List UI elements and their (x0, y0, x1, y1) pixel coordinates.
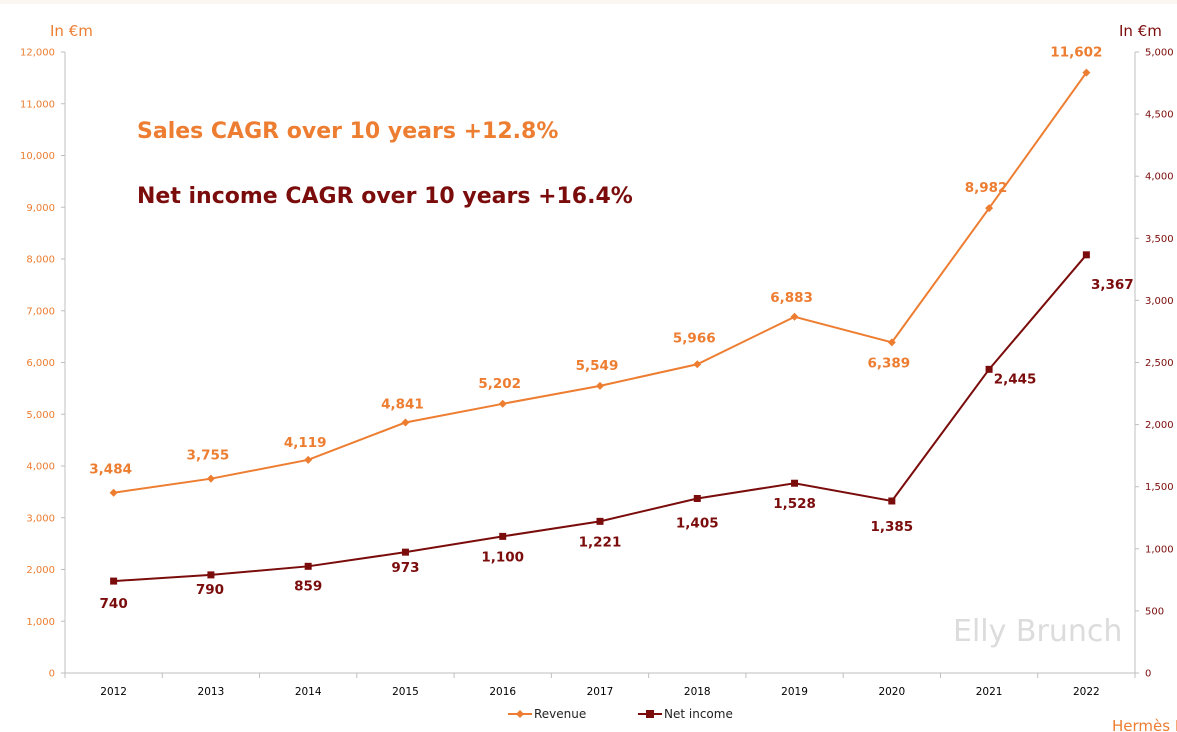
x-tick-label: 2012 (100, 686, 127, 698)
net-income-line (113, 254, 1088, 583)
right-tick-label: 4,000 (1145, 172, 1174, 183)
net-income-marker (304, 562, 312, 570)
watermark: Elly Brunch (953, 614, 1122, 649)
legend-net-income-marker (646, 710, 654, 718)
left-axis-unit: In €m (50, 22, 93, 40)
source-label: Hermès I (1112, 717, 1177, 732)
net-income-data-label: 859 (294, 578, 322, 594)
x-tick-label: 2019 (781, 686, 808, 698)
revenue-data-label: 11,602 (1050, 45, 1102, 61)
net-income-data-label: 1,528 (773, 496, 816, 512)
x-tick-label: 2021 (976, 686, 1003, 698)
net-income-marker (499, 532, 507, 540)
revenue-marker (109, 488, 118, 497)
net-income-data-label: 1,405 (676, 515, 719, 531)
left-tick-label: 8,000 (26, 255, 55, 266)
revenue-data-label: 5,202 (478, 376, 521, 392)
net-income-marker (888, 497, 896, 505)
net-income-marker (791, 479, 799, 487)
right-tick-label: 3,500 (1145, 234, 1174, 245)
revenue-marker (401, 418, 410, 427)
left-tick-label: 1,000 (26, 617, 55, 628)
left-tick-label: 7,000 (26, 306, 55, 317)
left-tick-label: 11,000 (20, 99, 55, 110)
revenue-data-label: 5,549 (576, 358, 619, 374)
x-tick-label: 2020 (878, 686, 905, 698)
revenue-marker (887, 338, 896, 347)
net-income-marker (1082, 251, 1090, 259)
top-strip (0, 0, 1177, 4)
x-tick-label: 2013 (198, 686, 225, 698)
left-tick-label: 5,000 (26, 410, 55, 421)
revenue-data-label: 4,119 (284, 435, 327, 451)
left-tick-label: 6,000 (26, 358, 55, 369)
net-income-marker (985, 365, 993, 373)
net-income-data-label: 2,445 (994, 371, 1037, 387)
revenue-data-label: 3,755 (187, 448, 230, 464)
net-income-marker (401, 548, 409, 556)
revenue-data-label: 3,484 (89, 462, 132, 478)
net-income-data-label: 790 (196, 582, 224, 598)
revenue-marker (1082, 68, 1091, 77)
right-tick-label: 500 (1145, 606, 1164, 617)
net-income-data-label: 973 (391, 560, 419, 576)
legend-net-income-label: Net income (664, 707, 733, 721)
right-tick-label: 1,000 (1145, 544, 1174, 555)
revenue-data-label: 5,966 (673, 330, 716, 346)
left-tick-label: 2,000 (26, 565, 55, 576)
net-income-marker (207, 571, 215, 579)
revenue-marker (693, 360, 702, 369)
right-tick-label: 2,500 (1145, 358, 1174, 369)
right-tick-label: 5,000 (1145, 48, 1174, 59)
right-tick-label: 2,000 (1145, 420, 1174, 431)
right-tick-label: 0 (1145, 669, 1151, 680)
x-tick-label: 2022 (1073, 686, 1100, 698)
net-income-data-label: 3,367 (1091, 277, 1134, 293)
net-income-data-label: 740 (100, 596, 128, 612)
revenue-data-label: 6,883 (770, 290, 813, 306)
right-tick-label: 1,500 (1145, 482, 1174, 493)
left-tick-label: 3,000 (26, 513, 55, 524)
left-tick-label: 9,000 (26, 203, 55, 214)
left-tick-label: 12,000 (20, 48, 55, 59)
legend-revenue-label: Revenue (534, 707, 586, 721)
net-income-marker (110, 577, 118, 585)
revenue-marker (206, 474, 215, 483)
left-tick-label: 4,000 (26, 462, 55, 473)
x-tick-label: 2016 (489, 686, 516, 698)
revenue-marker (790, 312, 799, 321)
left-tick-label: 0 (49, 669, 55, 680)
x-tick-label: 2017 (587, 686, 614, 698)
net-income-data-label: 1,100 (481, 549, 524, 565)
right-tick-label: 3,000 (1145, 296, 1174, 307)
net-income-cagr-annotation: Net income CAGR over 10 years +16.4% (137, 184, 633, 209)
revenue-marker (498, 399, 507, 408)
net-income-marker (693, 494, 701, 502)
revenue-marker (304, 455, 313, 464)
left-tick-label: 10,000 (20, 151, 55, 162)
x-tick-label: 2014 (295, 686, 322, 698)
x-tick-label: 2018 (684, 686, 711, 698)
legend: Revenue Net income (508, 707, 733, 721)
revenue-data-label: 8,982 (965, 180, 1008, 196)
net-income-data-label: 1,221 (579, 534, 622, 550)
legend-revenue-marker (516, 710, 524, 718)
x-tick-label: 2015 (392, 686, 419, 698)
revenue-data-label: 6,389 (867, 355, 910, 371)
sales-cagr-annotation: Sales CAGR over 10 years +12.8% (137, 119, 558, 144)
revenue-marker (596, 381, 604, 390)
right-tick-label: 4,500 (1145, 110, 1174, 121)
right-axis-unit: In €m (1119, 22, 1162, 40)
revenue-marker (985, 204, 994, 213)
net-income-data-label: 1,385 (870, 519, 913, 535)
revenue-data-label: 4,841 (381, 396, 424, 412)
net-income-marker (596, 517, 604, 525)
